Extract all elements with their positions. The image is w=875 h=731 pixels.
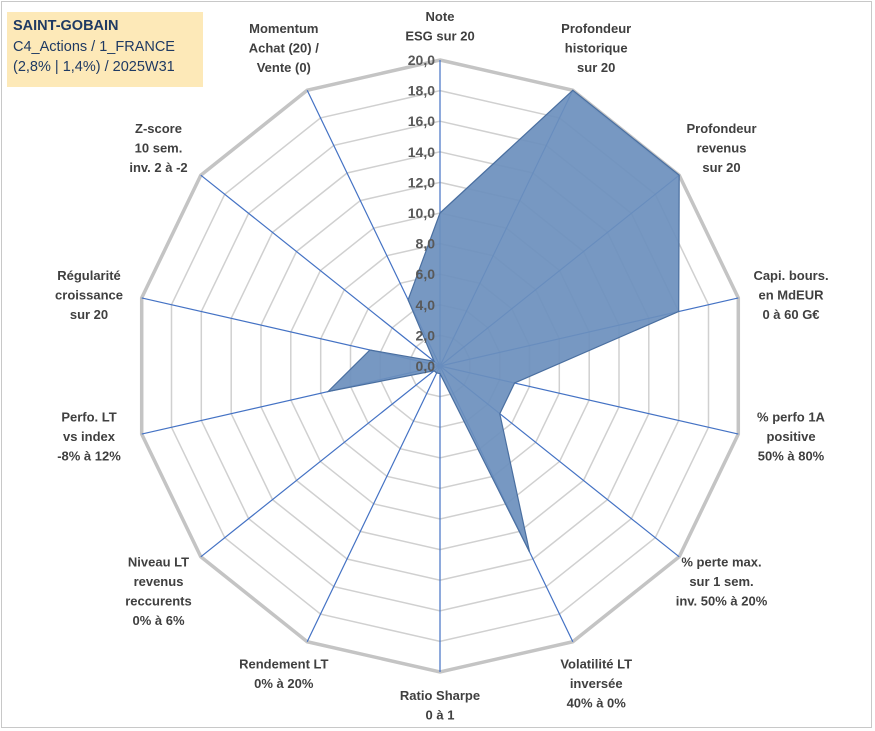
title-line-period: (2,8% | 1,4%) / 2025W31: [13, 59, 175, 75]
axis-label: Z-score 10 sem. inv. 2 à -2: [129, 121, 187, 175]
axis-label: Perfo. LT vs index -8% à 12%: [57, 410, 121, 464]
axis-label: Profondeur revenus sur 20: [686, 121, 756, 175]
axis-label: Volatilité LT inversée 40% à 0%: [560, 657, 632, 711]
tick-label: 6,0: [416, 266, 436, 282]
axis-label: Note ESG sur 20: [405, 9, 474, 44]
axis-label: Régularité croissance sur 20: [55, 268, 123, 322]
axis-spoke: [200, 174, 441, 367]
axis-label: Momentum Achat (20) / Vente (0): [249, 21, 319, 75]
radar-tick-labels: 0,0 2,0 4,0 6,0 8,0 10,0 12,0 14,0 16,0 18,0 20,0: [408, 52, 435, 374]
series-area: [326, 89, 680, 553]
axis-label: Niveau LT revenus reccurents 0% à 6%: [125, 555, 191, 629]
tick-label: 4,0: [416, 297, 436, 313]
tick-label: 20,0: [408, 52, 435, 68]
chart-title-box: SAINT-GOBAIN C4_Actions / 1_FRANCE (2,8%…: [7, 12, 203, 87]
tick-label: 0,0: [416, 358, 436, 374]
tick-label: 8,0: [416, 236, 436, 252]
radar-series: [326, 89, 680, 553]
axis-label: Capi. bours. en MdEUR 0 à 60 G€: [753, 268, 828, 322]
tick-label: 2,0: [416, 327, 436, 343]
tick-label: 10,0: [408, 205, 435, 221]
tick-label: 18,0: [408, 83, 435, 99]
axis-label: % perte max. sur 1 sem. inv. 50% à 20%: [676, 555, 768, 609]
radar-axis-labels: Note ESG sur 20 Profondeur historique sur 20…: [55, 9, 829, 723]
title-line-company: SAINT-GOBAIN: [13, 18, 119, 34]
axis-label: Ratio Sharpe 0 à 1: [400, 688, 480, 723]
axis-label: Profondeur historique sur 20: [561, 21, 631, 75]
axis-label: % perfo 1A positive 50% à 80%: [757, 410, 826, 464]
tick-label: 14,0: [408, 144, 435, 160]
tick-label: 12,0: [408, 174, 435, 190]
tick-label: 16,0: [408, 113, 435, 129]
axis-spoke: [200, 365, 441, 558]
axis-label: Rendement LT 0% à 20%: [239, 657, 328, 692]
axis-spoke: [306, 365, 441, 642]
title-line-category: C4_Actions / 1_FRANCE: [13, 38, 175, 55]
